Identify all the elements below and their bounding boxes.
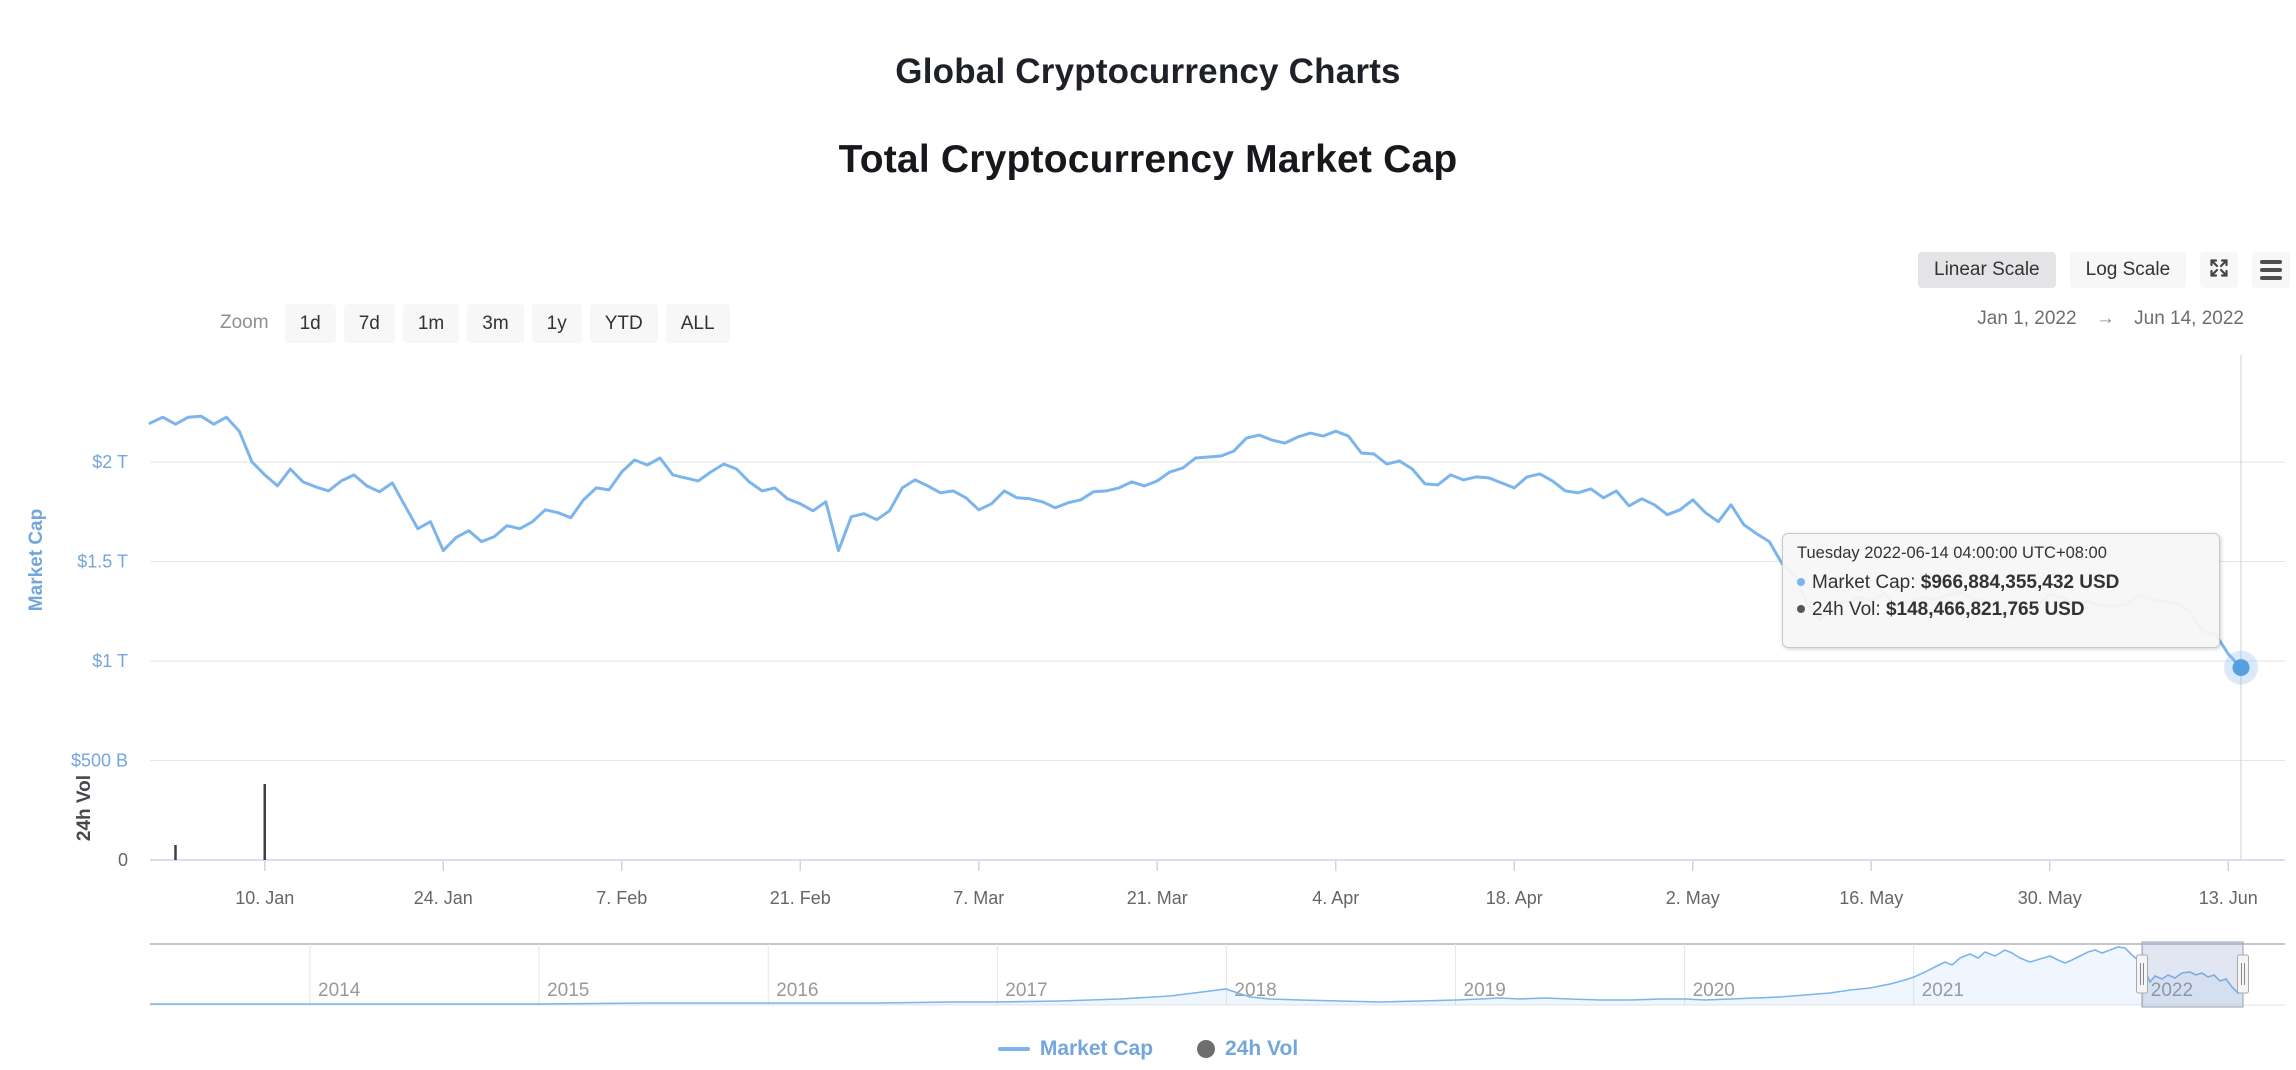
x-axis-tick-label: 4. Apr: [1312, 888, 1359, 908]
tooltip-market-cap-row: Market Cap: $966,884,355,432 USD: [1797, 569, 2203, 596]
x-axis-tick-label: 13. Jun: [2199, 888, 2258, 908]
linear-scale-button[interactable]: Linear Scale: [1918, 252, 2056, 288]
navigator-year-label: 2017: [1005, 980, 1047, 1001]
y-axis-tick-label: $1.5 T: [77, 552, 128, 572]
volume-axis-zero-label: 0: [118, 850, 128, 870]
navigator-left-handle[interactable]: [2136, 954, 2148, 994]
hovered-point-marker[interactable]: [2224, 650, 2258, 685]
zoom-button-all[interactable]: ALL: [665, 303, 730, 343]
market-cap-axis-title: Market Cap: [26, 509, 47, 611]
last-point-marker[interactable]: [2232, 659, 2250, 677]
market-cap-axis-labels: $2 T $1.5 T $1 T $500 B 0: [71, 452, 128, 870]
tooltip-date: Tuesday 2022-06-14 04:00:00 UTC+08:00: [1797, 544, 2107, 562]
x-axis-tick-label: 10. Jan: [235, 888, 294, 908]
date-range-display: Jan 1, 2022 → Jun 14, 2022: [1900, 308, 2244, 330]
range-start-date[interactable]: Jan 1, 2022: [1977, 308, 2077, 329]
hamburger-menu-icon: [2260, 260, 2283, 280]
y-axis-tick-label: $500 B: [71, 751, 128, 771]
y-axis-tick-label: $2 T: [92, 452, 128, 472]
y-axis-tick-label: $1 T: [92, 651, 128, 671]
legend-item-market-cap[interactable]: Market Cap: [997, 1037, 1154, 1061]
x-axis-tick-label: 30. May: [2018, 888, 2082, 908]
log-scale-button[interactable]: Log Scale: [2069, 252, 2187, 288]
navigator-year-label: 2021: [1922, 980, 1964, 1001]
navigator-year-label: 2014: [318, 980, 361, 1001]
legend-24h-vol-label: 24h Vol: [1225, 1037, 1299, 1060]
zoom-button-1d[interactable]: 1d: [284, 303, 336, 343]
navigator-year-label: 2020: [1693, 980, 1735, 1001]
volume-bullet-icon: [1797, 605, 1805, 613]
navigator-year-label: 2016: [776, 980, 818, 1001]
navigator-year-label: 2022: [2151, 980, 2193, 1001]
x-axis-tick-label: 7. Mar: [953, 888, 1004, 908]
navigator-right-handle[interactable]: [2237, 954, 2249, 994]
chart-tooltip: Tuesday 2022-06-14 04:00:00 UTC+08:00 Ma…: [1782, 533, 2220, 648]
market-cap-bullet-icon: [1797, 578, 1805, 586]
scale-toggle-group: Linear Scale Log Scale: [1918, 252, 2291, 288]
x-axis-tick-label: 24. Jan: [414, 888, 473, 908]
volume-axis-title: 24h Vol: [74, 775, 95, 841]
tooltip-volume-row: 24h Vol: $148,466,821,765 USD: [1797, 596, 2203, 623]
zoom-range-selector: Zoom 1d 7d 1m 3m 1y YTD ALL: [220, 303, 730, 343]
x-axis-tick-label: 21. Feb: [770, 888, 831, 908]
chart-legend: Market Cap 24h Vol: [0, 1037, 2296, 1061]
market-cap-line-swatch-icon: [997, 1047, 1030, 1051]
range-arrow-icon: →: [2095, 308, 2115, 329]
navigator-year-label: 2015: [547, 980, 589, 1001]
zoom-button-ytd[interactable]: YTD: [589, 303, 658, 343]
navigator-line: [150, 946, 2244, 1005]
x-axis-tick-label: 2. May: [1666, 888, 1720, 908]
x-axis-tick-label: 18. Apr: [1486, 888, 1543, 908]
x-axis-tick-label: 21. Mar: [1127, 888, 1188, 908]
zoom-button-7d[interactable]: 7d: [343, 303, 395, 343]
x-axis-tick-label: 16. May: [1839, 888, 1903, 908]
zoom-button-1y[interactable]: 1y: [531, 303, 582, 343]
volume-dot-swatch-icon: [1197, 1040, 1216, 1058]
fullscreen-button[interactable]: [2200, 252, 2239, 288]
navigator-selected-range[interactable]: [2141, 941, 2244, 1008]
x-axis: 10. Jan 24. Jan 7. Feb 21. Feb 7. Mar 21. Mar…: [235, 861, 2258, 908]
page-title: Global Cryptocurrency Charts: [895, 52, 1401, 91]
legend-item-24h-vol[interactable]: 24h Vol: [1197, 1037, 1298, 1061]
navigator-area: [150, 947, 2243, 1005]
volume-bars: [174, 784, 266, 860]
chart-title: Total Cryptocurrency Market Cap: [838, 138, 1458, 181]
chart-menu-button[interactable]: [2252, 252, 2291, 288]
zoom-button-3m[interactable]: 3m: [467, 303, 524, 343]
gridlines: [150, 461, 2285, 861]
navigator-year-label: 2019: [1464, 980, 1506, 1001]
legend-market-cap-label: Market Cap: [1039, 1037, 1154, 1060]
fullscreen-expand-icon: [2207, 256, 2231, 285]
navigator[interactable]: 201420152016201720182019202020212022: [150, 941, 2285, 1008]
zoom-button-1m[interactable]: 1m: [402, 303, 460, 343]
volume-bar: [263, 784, 266, 860]
x-axis-tick-label: 7. Feb: [596, 888, 647, 908]
range-end-date[interactable]: Jun 14, 2022: [2134, 308, 2244, 329]
volume-bar: [174, 845, 177, 860]
zoom-label: Zoom: [220, 312, 269, 333]
